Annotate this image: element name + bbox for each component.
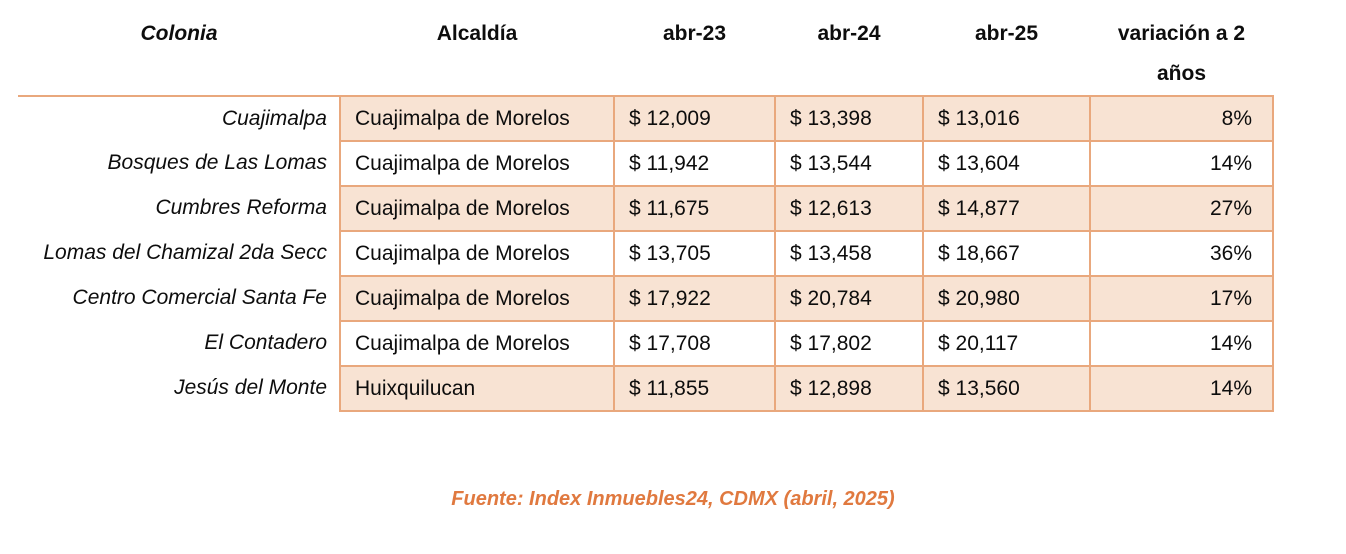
- price-table: Colonia Alcaldía abr-23 abr-24 abr-25 variaci…: [18, 12, 1274, 412]
- table-row: El Contadero Cuajimalpa de Morelos $ 17,70…: [18, 320, 1274, 367]
- table-row: Centro Comercial Santa Fe Cuajimalpa de M…: [18, 275, 1274, 322]
- cell-abr23: $ 11,675: [613, 185, 776, 232]
- table-row: Lomas del Chamizal 2da Secc Cuajimalpa de…: [18, 230, 1274, 277]
- cell-variacion: 27%: [1089, 185, 1274, 232]
- cell-abr25: $ 14,877: [922, 185, 1091, 232]
- column-header-colonia: Colonia: [18, 12, 340, 97]
- cell-abr23: $ 11,855: [613, 365, 776, 412]
- header-row: Colonia Alcaldía abr-23 abr-24 abr-25 variaci…: [18, 12, 1273, 97]
- cell-abr24: $ 17,802: [774, 320, 924, 367]
- cell-colonia: Jesús del Monte: [18, 366, 340, 411]
- cell-abr25: $ 13,560: [922, 365, 1091, 412]
- cell-alcaldia: Cuajimalpa de Morelos: [339, 95, 615, 142]
- cell-abr23: $ 17,922: [613, 275, 776, 322]
- table-row: Cuajimalpa Cuajimalpa de Morelos $ 12,009 $…: [18, 95, 1274, 142]
- column-header-alcaldia: Alcaldía: [340, 12, 614, 97]
- cell-alcaldia: Cuajimalpa de Morelos: [339, 320, 615, 367]
- column-header-abr24: abr-24: [775, 12, 923, 97]
- cell-variacion: 14%: [1089, 140, 1274, 187]
- cell-variacion: 17%: [1089, 275, 1274, 322]
- cell-alcaldia: Cuajimalpa de Morelos: [339, 185, 615, 232]
- table-row: Bosques de Las Lomas Cuajimalpa de Morelo…: [18, 140, 1274, 187]
- cell-colonia: Lomas del Chamizal 2da Secc: [18, 231, 340, 276]
- cell-abr23: $ 11,942: [613, 140, 776, 187]
- cell-variacion: 14%: [1089, 365, 1274, 412]
- column-header-abr25: abr-25: [923, 12, 1090, 97]
- cell-abr25: $ 20,117: [922, 320, 1091, 367]
- cell-variacion: 14%: [1089, 320, 1274, 367]
- cell-abr24: $ 13,398: [774, 95, 924, 142]
- cell-abr24: $ 20,784: [774, 275, 924, 322]
- cell-abr23: $ 17,708: [613, 320, 776, 367]
- cell-colonia: Bosques de Las Lomas: [18, 141, 340, 186]
- cell-abr25: $ 13,016: [922, 95, 1091, 142]
- cell-colonia: Centro Comercial Santa Fe: [18, 276, 340, 321]
- cell-colonia: Cumbres Reforma: [18, 186, 340, 231]
- cell-alcaldia: Cuajimalpa de Morelos: [339, 275, 615, 322]
- column-header-abr23: abr-23: [614, 12, 775, 97]
- cell-alcaldia: Huixquilucan: [339, 365, 615, 412]
- table-body: Cuajimalpa Cuajimalpa de Morelos $ 12,009 $…: [18, 95, 1274, 412]
- cell-variacion: 36%: [1089, 230, 1274, 277]
- cell-abr23: $ 12,009: [613, 95, 776, 142]
- cell-abr24: $ 12,898: [774, 365, 924, 412]
- cell-abr25: $ 18,667: [922, 230, 1091, 277]
- cell-abr25: $ 20,980: [922, 275, 1091, 322]
- cell-abr24: $ 12,613: [774, 185, 924, 232]
- table-row: Cumbres Reforma Cuajimalpa de Morelos $ 11…: [18, 185, 1274, 232]
- cell-alcaldia: Cuajimalpa de Morelos: [339, 140, 615, 187]
- table-row: Jesús del Monte Huixquilucan $ 11,855 $ 12,…: [18, 365, 1274, 412]
- cell-variacion: 8%: [1089, 95, 1274, 142]
- source-caption: Fuente: Index Inmuebles24, CDMX (abril, …: [451, 488, 895, 510]
- cell-colonia: Cuajimalpa: [18, 96, 340, 141]
- cell-abr24: $ 13,458: [774, 230, 924, 277]
- cell-abr25: $ 13,604: [922, 140, 1091, 187]
- cell-abr24: $ 13,544: [774, 140, 924, 187]
- column-header-variacion: variación a 2 años: [1090, 12, 1273, 97]
- cell-colonia: El Contadero: [18, 321, 340, 366]
- cell-abr23: $ 13,705: [613, 230, 776, 277]
- cell-alcaldia: Cuajimalpa de Morelos: [339, 230, 615, 277]
